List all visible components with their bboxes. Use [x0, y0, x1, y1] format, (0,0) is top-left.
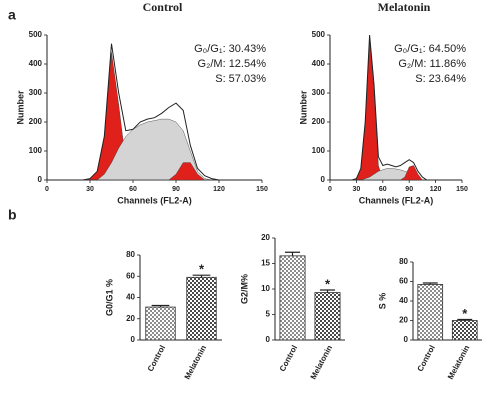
- y-tick-label: 5: [266, 310, 271, 319]
- y-tick-label: 400: [29, 59, 43, 68]
- error-bar: [151, 304, 170, 308]
- annotation: G₂/M: 11.86%: [398, 58, 466, 70]
- bar: [279, 255, 306, 341]
- panel-label: a: [8, 7, 16, 23]
- y-tick-label: 300: [29, 88, 43, 97]
- y-tick-label: 100: [29, 146, 43, 155]
- x-tick-label: Melatonin: [309, 344, 335, 381]
- y-tick-label: 20: [126, 314, 135, 323]
- y-axis-title: Number: [298, 90, 308, 125]
- y-tick-label: 40: [126, 293, 135, 302]
- panel-label: b: [8, 207, 17, 223]
- x-tick-label: 30: [86, 186, 94, 193]
- y-tick-label: 0: [404, 335, 409, 344]
- y-axis-title: G2/M%: [239, 274, 249, 304]
- y-tick-label: 0: [131, 335, 136, 344]
- significance-mark: *: [462, 306, 468, 321]
- histogram-line: [82, 43, 220, 181]
- x-tick-label: Melatonin: [183, 344, 209, 381]
- annotation: G₀/G₁: 30.43%: [194, 43, 266, 55]
- x-tick-label: 150: [256, 186, 268, 193]
- significance-mark: *: [325, 276, 331, 291]
- y-tick-label: 200: [312, 117, 326, 126]
- error-bar: [457, 318, 473, 321]
- x-tick-label: 60: [379, 186, 387, 193]
- bar: [186, 276, 217, 341]
- annotation: S: 23.64%: [415, 73, 466, 85]
- y-tick-label: 500: [312, 30, 326, 39]
- x-tick-label: 90: [405, 186, 413, 193]
- bar: [451, 320, 478, 341]
- error-bar: [192, 274, 211, 278]
- x-tick-label: 60: [129, 186, 137, 193]
- y-axis-title: S %: [377, 293, 387, 310]
- y-tick-label: 20: [261, 233, 270, 242]
- y-tick-label: 40: [399, 296, 408, 305]
- x-tick-label: 90: [172, 186, 180, 193]
- annotation: S: 57.03%: [215, 73, 266, 85]
- annotation: G₂/M: 12.54%: [198, 58, 267, 70]
- x-axis-title: Channels (FL2-A): [359, 195, 434, 205]
- bar: [314, 292, 341, 341]
- fit-area: [82, 162, 219, 181]
- y-tick-label: 20: [399, 316, 408, 325]
- y-tick-label: 10: [261, 284, 270, 293]
- significance-mark: *: [199, 262, 205, 277]
- error-bar: [284, 251, 301, 256]
- bar: [417, 284, 444, 341]
- x-tick-label: Control: [278, 344, 299, 373]
- fit-area: [352, 165, 436, 181]
- histogram-line: [351, 34, 436, 181]
- annotation: G₀/G₁: 64.50%: [394, 43, 466, 55]
- y-tick-label: 0: [321, 175, 326, 184]
- y-tick-label: 0: [266, 335, 271, 344]
- x-tick-label: 0: [328, 186, 332, 193]
- y-tick-label: 500: [29, 30, 43, 39]
- x-tick-label: 30: [353, 186, 361, 193]
- y-axis-title: Number: [15, 90, 25, 125]
- chart-title: Melatonin: [378, 0, 431, 14]
- x-tick-label: 0: [45, 186, 49, 193]
- chart-title: Control: [143, 0, 183, 14]
- x-axis-title: Channels (FL2-A): [117, 195, 192, 205]
- y-tick-label: 15: [261, 259, 270, 268]
- x-tick-label: Melatonin: [446, 344, 472, 381]
- bar: [145, 306, 176, 341]
- y-axis-title: G0/G1 %: [104, 279, 114, 316]
- y-tick-label: 300: [312, 88, 326, 97]
- x-tick-label: 120: [213, 186, 225, 193]
- y-tick-label: 60: [399, 277, 408, 286]
- error-bar: [319, 289, 336, 293]
- x-tick-label: Control: [146, 344, 167, 373]
- y-tick-label: 80: [126, 250, 135, 259]
- y-tick-label: 400: [312, 59, 326, 68]
- x-tick-label: 150: [456, 186, 468, 193]
- error-bar: [422, 282, 438, 285]
- y-tick-label: 0: [38, 175, 43, 184]
- y-tick-label: 100: [312, 146, 326, 155]
- y-tick-label: 80: [399, 257, 408, 266]
- x-tick-label: 120: [430, 186, 442, 193]
- y-tick-label: 200: [29, 117, 43, 126]
- x-tick-label: Control: [416, 344, 437, 373]
- y-tick-label: 60: [126, 271, 135, 280]
